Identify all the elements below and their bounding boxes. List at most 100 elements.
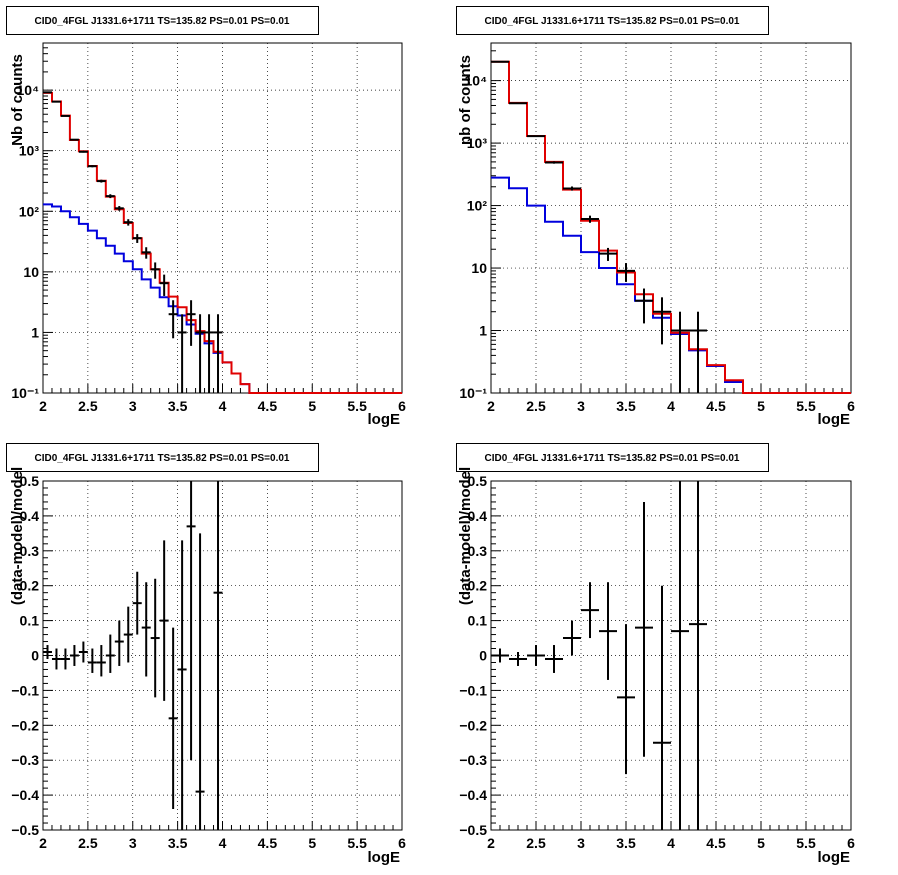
y-tick-label: 0.2 [20, 578, 40, 594]
x-axis-label: logE [368, 411, 401, 428]
x-tick-label: 5 [308, 835, 316, 851]
x-tick-label: 5.5 [347, 835, 367, 851]
data-point [105, 634, 115, 673]
data-point [150, 578, 160, 698]
series-source-model [43, 203, 402, 394]
data-point [563, 186, 581, 191]
data-point [43, 645, 52, 659]
x-tick-label: 4 [219, 398, 227, 414]
y-tick-label: 0.3 [468, 543, 488, 559]
y-tick-label: 0 [31, 648, 39, 664]
x-tick-label: 3 [129, 398, 137, 414]
data-point [689, 481, 707, 830]
y-axis-label: nb of counts [457, 55, 474, 145]
x-tick-label: 4 [219, 835, 227, 851]
data-point [168, 300, 178, 339]
data-point [168, 627, 178, 810]
x-tick-label: 6 [847, 398, 855, 414]
data-point [599, 247, 617, 261]
data-point [123, 219, 133, 226]
title-text: CID0_4FGL J1331.6+1711 TS=135.82 PS=0.01… [34, 453, 289, 464]
title-box [6, 443, 319, 472]
series-source-model [491, 176, 851, 394]
title-text: CID0_4FGL J1331.6+1711 TS=135.82 PS=0.01… [34, 16, 289, 27]
data-point [195, 533, 205, 830]
x-tick-label: 2.5 [78, 398, 98, 414]
x-tick-label: 2 [39, 835, 47, 851]
data-point [527, 645, 545, 666]
y-tick-label: 10⁻¹ [459, 385, 487, 401]
y-tick-label: 10 [471, 260, 487, 276]
data-point [43, 91, 52, 94]
data-point [150, 262, 160, 279]
x-tick-label: 2.5 [526, 398, 546, 414]
data-point [213, 314, 223, 393]
y-tick-label: 1 [479, 323, 487, 339]
data-point [213, 481, 223, 830]
x-tick-label: 5.5 [796, 398, 816, 414]
y-tick-label: 0.2 [468, 578, 488, 594]
y-tick-label: −0.5 [459, 822, 487, 838]
data-point [123, 606, 133, 663]
data-point [69, 138, 79, 141]
x-tick-label: 2 [487, 398, 495, 414]
y-tick-label: 0.4 [20, 508, 40, 524]
y-tick-label: −0.1 [459, 682, 487, 698]
data-point [671, 481, 689, 830]
data-point [671, 311, 689, 393]
y-tick-label: 0.1 [20, 613, 40, 629]
data-point [159, 274, 169, 296]
data-point [581, 215, 599, 223]
x-axis-label: logE [818, 411, 851, 428]
data-point [159, 540, 169, 701]
x-tick-label: 2.5 [526, 835, 546, 851]
y-tick-label: 10⁴ [465, 73, 488, 89]
data-point [87, 165, 97, 168]
data-point [114, 206, 124, 211]
data-point [132, 571, 142, 635]
x-tick-label: 2 [487, 835, 495, 851]
x-tick-label: 4.5 [258, 835, 278, 851]
data-point [527, 135, 545, 138]
x-tick-label: 5 [757, 398, 765, 414]
y-tick-label: 10² [19, 203, 40, 219]
data-point [51, 100, 61, 103]
data-point [617, 263, 635, 282]
x-tick-label: 4 [667, 835, 675, 851]
y-tick-label: −0.4 [459, 787, 487, 803]
y-tick-label: 0.3 [20, 543, 40, 559]
data-point [87, 648, 97, 673]
y-tick-label: −0.3 [11, 752, 39, 768]
data-point [599, 582, 617, 680]
y-axis-label: Nb of counts [9, 54, 26, 146]
data-point [60, 114, 70, 117]
y-tick-label: −0.4 [11, 787, 39, 803]
data-point [105, 194, 115, 199]
title-text: CID0_4FGL J1331.6+1711 TS=135.82 PS=0.01… [484, 453, 739, 464]
chart-panel-4: CID0_4FGL J1331.6+1711 TS=135.82 PS=0.01… [456, 443, 855, 866]
data-point [689, 311, 707, 393]
chart-panel-1: CID0_4FGL J1331.6+1711 TS=135.82 PS=0.01… [6, 6, 406, 428]
x-tick-label: 4.5 [258, 398, 278, 414]
data-point [635, 501, 653, 757]
y-tick-label: 0.1 [468, 613, 488, 629]
chart-panel-2: CID0_4FGL J1331.6+1711 TS=135.82 PS=0.01… [456, 6, 855, 428]
data-point [60, 648, 70, 670]
data-point [195, 314, 205, 393]
y-tick-label: 0.4 [468, 508, 488, 524]
data-point [78, 641, 88, 663]
data-point [96, 179, 106, 183]
x-tick-label: 4.5 [706, 835, 726, 851]
x-axis-label: logE [368, 849, 401, 866]
data-point [78, 150, 88, 153]
chart-title: CID0_4FGL J1331.6+1711 TS=135.82 PS=0.01… [456, 6, 769, 35]
data-point [114, 620, 124, 666]
x-tick-label: 6 [398, 398, 406, 414]
y-tick-label: 10 [23, 264, 39, 280]
x-tick-label: 5 [757, 835, 765, 851]
x-tick-label: 3.5 [616, 835, 636, 851]
y-tick-label: 0.5 [20, 473, 40, 489]
x-tick-label: 2 [39, 398, 47, 414]
data-point [69, 645, 79, 666]
y-tick-label: −0.1 [11, 682, 39, 698]
